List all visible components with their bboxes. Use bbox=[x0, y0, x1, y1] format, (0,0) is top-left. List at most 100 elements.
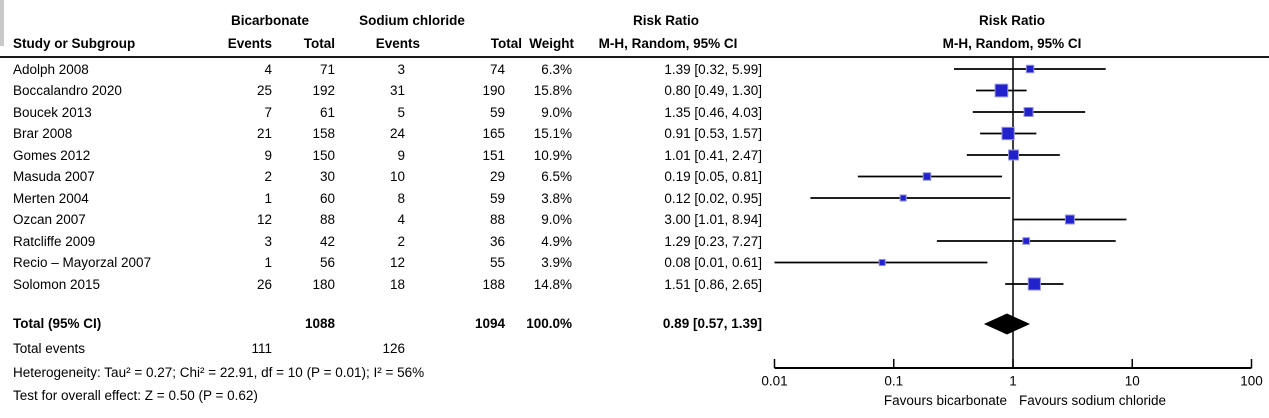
point-estimate-marker bbox=[1001, 126, 1015, 141]
events-bicarbonate: 1 bbox=[264, 190, 272, 206]
ci-text: 1.01 [0.41, 2.47] bbox=[664, 147, 762, 163]
risk-ratio-column-header: Risk Ratio bbox=[632, 13, 700, 28]
events-bicarbonate: 1 bbox=[264, 255, 272, 270]
events-bicarbonate: 7 bbox=[264, 104, 272, 120]
events-bicarbonate: 3 bbox=[264, 233, 272, 249]
total-row: Total (95% CI) 1088 1094 100.0% 0.89 [0.… bbox=[0, 313, 780, 334]
point-estimate-marker bbox=[994, 83, 1009, 98]
events-sodium-chloride: 18 bbox=[389, 276, 405, 292]
axis-tick-label: 100 bbox=[1240, 374, 1263, 389]
study-name: Merten 2004 bbox=[13, 190, 89, 206]
total-events-bicarbonate: 111 bbox=[251, 340, 272, 356]
group-header-sodium-chloride: Sodium chloride bbox=[359, 13, 465, 28]
total-sodium-chloride-n: 1094 bbox=[474, 315, 505, 331]
axis-tick-label: 0.01 bbox=[761, 374, 787, 389]
weight-value: 4.9% bbox=[541, 233, 572, 249]
events-bicarbonate: 25 bbox=[256, 83, 272, 98]
ci-text: 0.80 [0.49, 1.30] bbox=[664, 83, 762, 98]
axis-tick-label: 0.1 bbox=[884, 374, 903, 389]
table-row: Ozcan 2007 12 88 4 88 9.0% 3.00 [1.01, 8.94] bbox=[0, 209, 780, 230]
events-sodium-chloride: 3 bbox=[397, 61, 405, 77]
total-sodium-chloride: 88 bbox=[489, 212, 505, 227]
study-name: Recio – Mayorzal 2007 bbox=[13, 255, 152, 270]
table-row: Recio – Mayorzal 2007 1 56 12 55 3.9% 0.08 [0.… bbox=[0, 252, 780, 273]
method-plot-header: M-H, Random, 95% CI bbox=[942, 36, 1082, 51]
total-bicarbonate-header: Total bbox=[303, 36, 335, 51]
events-bicarbonate: 12 bbox=[256, 212, 272, 227]
events-sodium-chloride: 2 bbox=[397, 233, 405, 249]
table-row: Ratcliffe 2009 3 42 2 36 4.9% 1.29 [0.23, 7.27… bbox=[0, 231, 780, 252]
table-row: Adolph 2008 4 71 3 74 6.3% 1.39 [0.32, 5.99] bbox=[0, 59, 780, 80]
study-name: Solomon 2015 bbox=[13, 276, 101, 292]
total-bicarbonate: 71 bbox=[319, 61, 335, 77]
total-sodium-chloride: 74 bbox=[489, 61, 505, 77]
events-bicarbonate: 26 bbox=[256, 276, 272, 292]
ci-text: 1.39 [0.32, 5.99] bbox=[664, 61, 762, 77]
favours-left-label: Favours bicarbonate bbox=[884, 393, 1007, 408]
weight-value: 3.9% bbox=[541, 255, 572, 270]
events-sodium-chloride-header: Events bbox=[375, 36, 420, 51]
table-row: Boccalandro 2020 25 192 31 190 15.8% 0.80 [0.4… bbox=[0, 80, 780, 101]
events-sodium-chloride: 5 bbox=[397, 104, 405, 120]
total-events-sodium-chloride: 126 bbox=[382, 340, 405, 356]
group-header-bicarbonate: Bicarbonate bbox=[230, 13, 310, 28]
total-sodium-chloride: 188 bbox=[482, 276, 505, 292]
total-events-label: Total events bbox=[13, 340, 86, 356]
weight-value: 3.8% bbox=[541, 190, 572, 206]
study-name: Ratcliffe 2009 bbox=[13, 233, 96, 249]
events-sodium-chloride: 4 bbox=[397, 212, 405, 227]
total-bicarbonate: 158 bbox=[312, 126, 335, 141]
total-sodium-chloride-header: Total bbox=[490, 36, 522, 51]
total-bicarbonate: 60 bbox=[319, 190, 335, 206]
table-row: Merten 2004 1 60 8 59 3.8% 0.12 [0.02, 0.95] bbox=[0, 188, 780, 209]
total-bicarbonate: 180 bbox=[312, 276, 335, 292]
point-estimate-marker bbox=[899, 194, 907, 202]
events-sodium-chloride: 24 bbox=[389, 126, 405, 141]
ci-text: 0.19 [0.05, 0.81] bbox=[664, 169, 762, 184]
events-bicarbonate: 9 bbox=[264, 147, 272, 163]
point-estimate-marker bbox=[878, 258, 886, 267]
events-sodium-chloride: 8 bbox=[397, 190, 405, 206]
events-sodium-chloride: 31 bbox=[389, 83, 405, 98]
point-estimate-marker bbox=[1023, 107, 1034, 117]
study-name: Boccalandro 2020 bbox=[13, 83, 122, 98]
total-sodium-chloride: 165 bbox=[482, 126, 505, 141]
ci-text: 0.12 [0.02, 0.95] bbox=[664, 190, 762, 206]
table-row: Brar 2008 21 158 24 165 15.1% 0.91 [0.53, 1.57… bbox=[0, 123, 780, 144]
events-bicarbonate: 4 bbox=[264, 61, 272, 77]
weight-value: 9.0% bbox=[541, 104, 572, 120]
total-sodium-chloride: 36 bbox=[489, 233, 505, 249]
study-name: Adolph 2008 bbox=[13, 61, 89, 77]
weight-value: 14.8% bbox=[533, 276, 572, 292]
total-sodium-chloride: 59 bbox=[489, 190, 505, 206]
study-name: Brar 2008 bbox=[13, 126, 73, 141]
total-sodium-chloride: 151 bbox=[482, 147, 505, 163]
events-bicarbonate: 2 bbox=[264, 169, 272, 184]
total-sodium-chloride: 29 bbox=[489, 169, 505, 184]
total-bicarbonate: 56 bbox=[319, 255, 335, 270]
ci-text: 0.08 [0.01, 0.61] bbox=[664, 255, 762, 270]
ci-text: 0.91 [0.53, 1.57] bbox=[664, 126, 762, 141]
total-label: Total (95% CI) bbox=[13, 315, 102, 331]
point-estimate-marker bbox=[1008, 149, 1020, 161]
ci-text: 1.35 [0.46, 4.03] bbox=[664, 104, 762, 120]
point-estimate-marker bbox=[1027, 277, 1041, 291]
ci-text: 1.51 [0.86, 2.65] bbox=[664, 276, 762, 292]
ci-text: 3.00 [1.01, 8.94] bbox=[664, 212, 762, 227]
table-row: Solomon 2015 26 180 18 188 14.8% 1.51 [0.86, 2… bbox=[0, 274, 780, 295]
table-row: Boucek 2013 7 61 5 59 9.0% 1.35 [0.46, 4.03] bbox=[0, 102, 780, 123]
total-bicarbonate: 88 bbox=[319, 212, 335, 227]
study-column-header: Study or Subgroup bbox=[13, 36, 136, 51]
weight-value: 15.8% bbox=[533, 83, 572, 98]
events-sodium-chloride: 12 bbox=[389, 255, 405, 270]
total-bicarbonate: 192 bbox=[312, 83, 335, 98]
point-estimate-marker bbox=[1022, 237, 1031, 245]
total-sodium-chloride: 55 bbox=[489, 255, 505, 270]
point-estimate-marker bbox=[922, 172, 932, 181]
total-sodium-chloride: 190 bbox=[482, 83, 505, 98]
weight-value: 15.1% bbox=[533, 126, 572, 141]
study-name: Boucek 2013 bbox=[13, 104, 92, 120]
axis-tick-label: 10 bbox=[1125, 374, 1140, 389]
events-sodium-chloride: 10 bbox=[389, 169, 405, 184]
